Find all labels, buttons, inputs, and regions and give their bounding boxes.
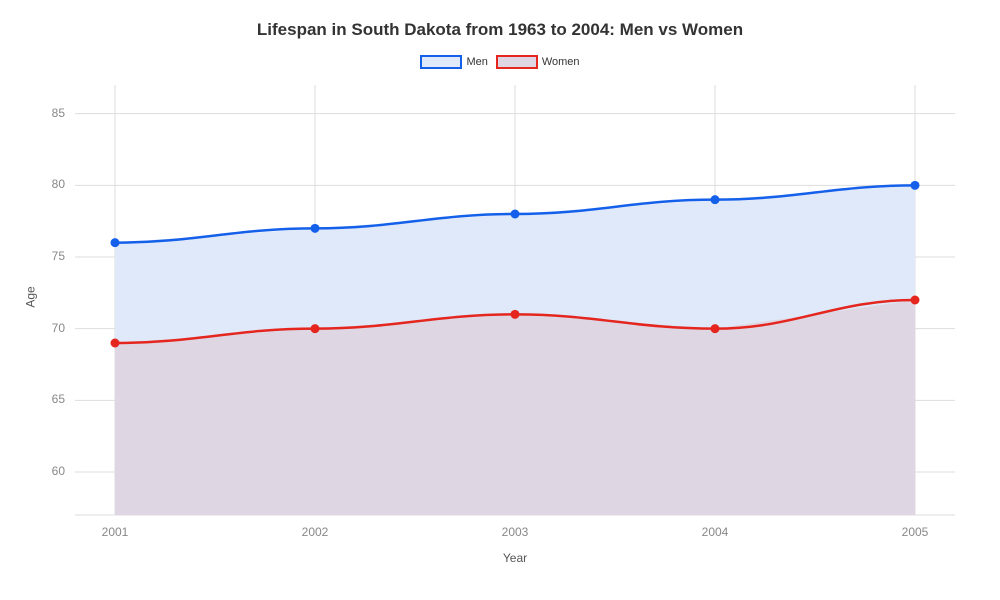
marker-men[interactable] (911, 181, 920, 190)
marker-men[interactable] (711, 195, 720, 204)
marker-men[interactable] (311, 224, 320, 233)
marker-women[interactable] (911, 296, 920, 305)
marker-women[interactable] (511, 310, 520, 319)
marker-women[interactable] (311, 324, 320, 333)
plot-area (0, 0, 1000, 600)
marker-men[interactable] (111, 238, 120, 247)
marker-men[interactable] (511, 210, 520, 219)
marker-women[interactable] (711, 324, 720, 333)
marker-women[interactable] (111, 339, 120, 348)
chart-container: Lifespan in South Dakota from 1963 to 20… (0, 0, 1000, 600)
